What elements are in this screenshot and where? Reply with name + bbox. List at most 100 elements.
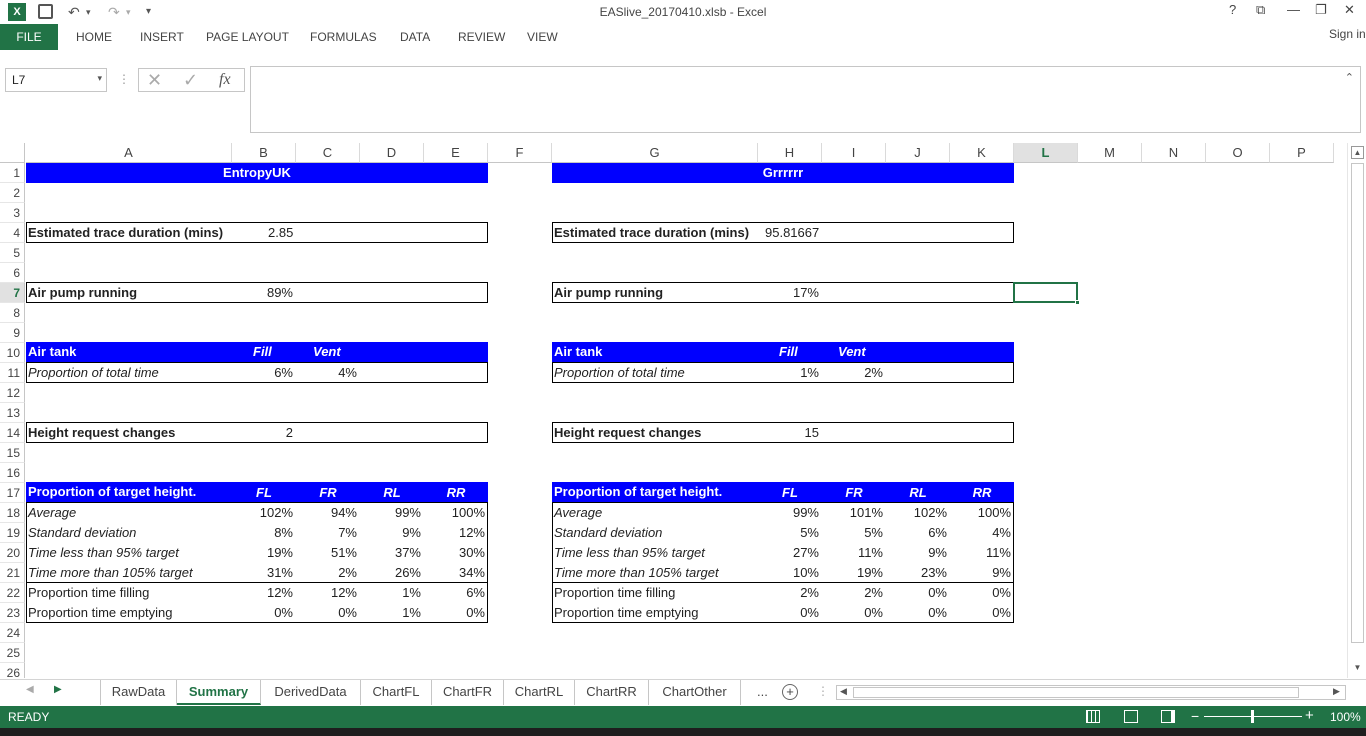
row-header-2[interactable]: 2 (0, 183, 25, 203)
row-header-5[interactable]: 5 (0, 243, 25, 263)
right-trace-label[interactable]: Estimated trace duration (mins) (554, 225, 750, 240)
right-trace-value[interactable]: 95.81667 (765, 225, 820, 240)
left-row-value[interactable]: 51% (330, 545, 357, 560)
right-row-value[interactable]: 23% (920, 565, 947, 580)
left-row-label[interactable]: Proportion time emptying (28, 605, 173, 620)
more-sheets-button[interactable]: ... (757, 684, 768, 699)
right-pump-label[interactable]: Air pump running (554, 285, 664, 300)
left-row-value[interactable]: 1% (402, 605, 421, 620)
right-row-label[interactable]: Standard deviation (554, 525, 663, 540)
right-row-value[interactable]: 102% (913, 505, 947, 520)
left-row-value[interactable]: 26% (394, 565, 421, 580)
right-row-value[interactable]: 11% (857, 545, 883, 560)
column-header-c[interactable]: C (296, 143, 360, 163)
hscroll-right-icon[interactable]: ▶ (1333, 686, 1340, 696)
tab-page-layout[interactable]: PAGE LAYOUT (206, 30, 289, 44)
tabs-splitter-icon[interactable]: ⋮ (817, 684, 829, 698)
left-row-value[interactable]: 31% (266, 565, 293, 580)
right-row-value[interactable]: 2% (800, 585, 819, 600)
left-tank-label[interactable]: Air tank (28, 344, 77, 359)
row-header-23[interactable]: 23 (0, 603, 25, 623)
right-prop-vent[interactable]: 2% (864, 365, 883, 380)
right-row-label[interactable]: Proportion time filling (554, 585, 676, 600)
row-header-17[interactable]: 17 (0, 483, 25, 503)
sheet-tab-rawdata[interactable]: RawData (100, 680, 177, 705)
right-tank-label[interactable]: Air tank (554, 344, 603, 359)
left-row-value[interactable]: 12% (266, 585, 293, 600)
tab-home[interactable]: HOME (76, 30, 112, 44)
left-target-label[interactable]: Proportion of target height. (28, 484, 197, 499)
left-tank-vent-header[interactable]: Vent (313, 344, 341, 359)
ribbon-display-options-icon[interactable]: ⧉ (1256, 2, 1266, 17)
scroll-down-icon[interactable]: ▼ (1353, 663, 1362, 672)
left-wheel-header-rl[interactable]: RL (383, 485, 401, 500)
left-row-value[interactable]: 94% (330, 505, 357, 520)
row-header-20[interactable]: 20 (0, 543, 25, 563)
column-header-m[interactable]: M (1078, 143, 1142, 163)
row-header-22[interactable]: 22 (0, 583, 25, 603)
left-row-value[interactable]: 7% (338, 525, 357, 540)
column-header-k[interactable]: K (950, 143, 1014, 163)
left-row-value[interactable]: 9% (402, 525, 421, 540)
column-header-f[interactable]: F (488, 143, 552, 163)
right-row-value[interactable]: 9% (992, 565, 1011, 580)
right-wheel-header-rr[interactable]: RR (972, 485, 992, 500)
row-header-6[interactable]: 6 (0, 263, 25, 283)
name-box[interactable]: L7 ▾ (5, 68, 107, 92)
left-row-value[interactable]: 0% (274, 605, 293, 620)
left-prop-vent[interactable]: 4% (338, 365, 357, 380)
chevron-down-icon[interactable]: ▾ (97, 73, 102, 83)
right-height-label[interactable]: Height request changes (554, 425, 702, 440)
left-pump-label[interactable]: Air pump running (28, 285, 138, 300)
zoom-slider-thumb[interactable] (1251, 710, 1254, 723)
page-break-preview-icon[interactable] (1161, 710, 1175, 723)
column-header-j[interactable]: J (886, 143, 950, 163)
right-wheel-header-fr[interactable]: FR (845, 485, 863, 500)
expand-formula-bar-icon[interactable]: ⌃ (1344, 72, 1354, 84)
tab-file[interactable]: FILE (0, 24, 58, 50)
column-header-n[interactable]: N (1142, 143, 1206, 163)
row-header-9[interactable]: 9 (0, 323, 25, 343)
sheet-tab-deriveddata[interactable]: DerivedData (261, 680, 361, 705)
row-header-11[interactable]: 11 (0, 363, 25, 383)
sheet-tab-chartfl[interactable]: ChartFL (361, 680, 432, 705)
column-header-i[interactable]: I (822, 143, 886, 163)
hscroll-left-icon[interactable]: ◀ (840, 686, 847, 696)
row-header-24[interactable]: 24 (0, 623, 25, 643)
save-icon[interactable] (38, 4, 53, 19)
right-row-value[interactable]: 0% (992, 585, 1011, 600)
row-header-19[interactable]: 19 (0, 523, 25, 543)
left-row-label[interactable]: Proportion time filling (28, 585, 150, 600)
sheet-tab-chartfr[interactable]: ChartFR (432, 680, 504, 705)
sign-in-link[interactable]: Sign in (1329, 27, 1366, 41)
tab-scroll-right-icon[interactable]: ▶ (54, 684, 62, 695)
column-header-d[interactable]: D (360, 143, 424, 163)
left-row-label[interactable]: Standard deviation (28, 525, 137, 540)
right-row-label[interactable]: Time more than 105% target (554, 565, 719, 580)
row-header-3[interactable]: 3 (0, 203, 25, 223)
left-row-value[interactable]: 12% (330, 585, 357, 600)
right-block-header[interactable]: Grrrrrr (762, 165, 804, 180)
left-row-value[interactable]: 34% (458, 565, 485, 580)
column-header-h[interactable]: H (758, 143, 822, 163)
row-header-4[interactable]: 4 (0, 223, 25, 243)
right-prop-label[interactable]: Proportion of total time (554, 365, 685, 380)
sheet-tab-summary[interactable]: Summary (177, 680, 261, 705)
tab-scroll-left-icon[interactable]: ◀ (26, 684, 34, 695)
zoom-in-button[interactable]: + (1305, 707, 1314, 724)
left-trace-value[interactable]: 2.85 (268, 225, 294, 240)
right-row-value[interactable]: 5% (864, 525, 883, 540)
right-tank-fill-header[interactable]: Fill (779, 344, 798, 359)
right-wheel-header-rl[interactable]: RL (909, 485, 927, 500)
right-row-value[interactable]: 0% (992, 605, 1011, 620)
right-row-value[interactable]: 0% (928, 585, 947, 600)
zoom-out-button[interactable]: − (1191, 708, 1200, 724)
row-header-10[interactable]: 10 (0, 343, 25, 363)
row-header-13[interactable]: 13 (0, 403, 25, 423)
column-header-l[interactable]: L (1014, 143, 1078, 163)
column-header-g[interactable]: G (552, 143, 758, 163)
row-header-8[interactable]: 8 (0, 303, 25, 323)
normal-view-icon[interactable] (1086, 710, 1100, 723)
right-row-value[interactable]: 0% (864, 605, 883, 620)
